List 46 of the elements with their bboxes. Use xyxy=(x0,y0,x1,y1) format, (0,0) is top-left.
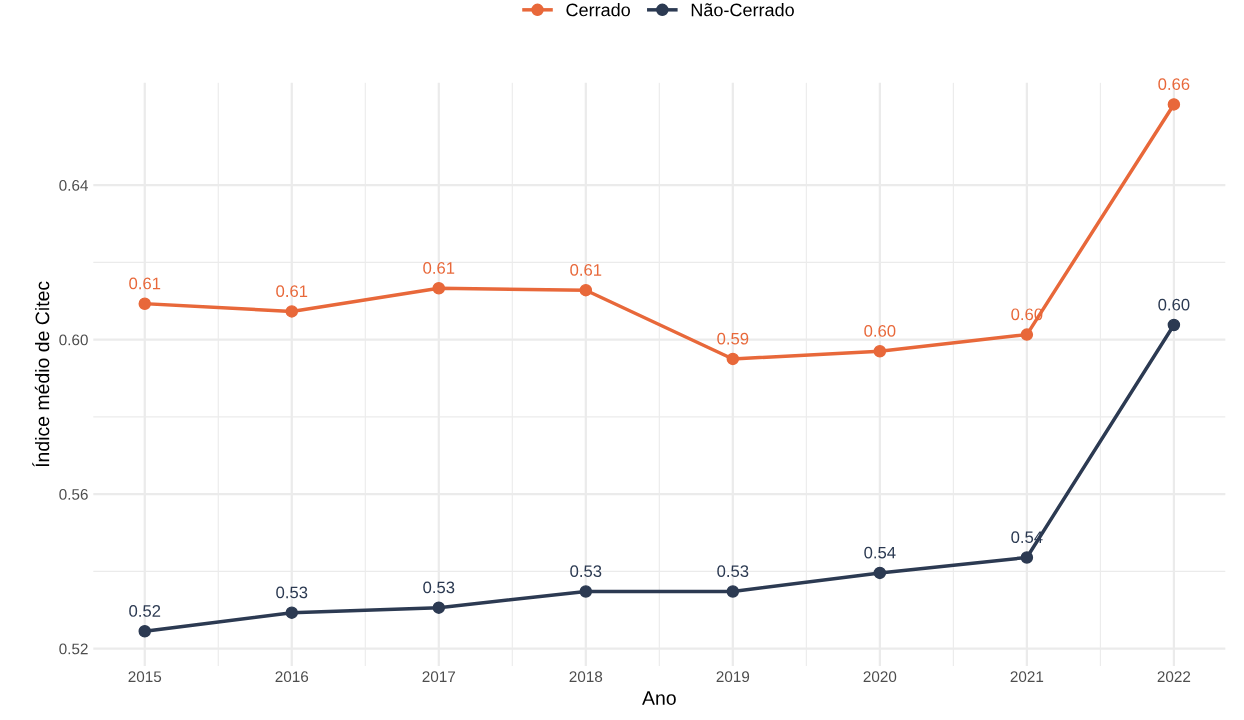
y-axis-title: Índice médio de Citec xyxy=(32,281,50,467)
point xyxy=(579,585,593,598)
point xyxy=(1167,318,1181,332)
data-label: 0.61 xyxy=(570,264,602,276)
point xyxy=(1020,328,1034,341)
x-tick-label: 2021 xyxy=(1010,671,1044,683)
data-label: 0.60 xyxy=(1158,298,1190,311)
point xyxy=(873,566,887,580)
x-tick-label: 2019 xyxy=(716,671,750,683)
x-tick-label: 2016 xyxy=(275,671,309,683)
x-axis-title: Ano xyxy=(642,691,676,705)
x-tick-label: 2020 xyxy=(863,671,897,683)
point xyxy=(726,352,740,366)
data-label: 0.53 xyxy=(717,565,749,578)
x-tick-label: 2015 xyxy=(128,671,162,683)
y-tick-label: 0.60 xyxy=(59,334,88,346)
point xyxy=(726,585,740,598)
x-tick-label: 2017 xyxy=(422,671,456,683)
y-tick-label: 0.56 xyxy=(59,489,88,500)
y-tick-label: 0.64 xyxy=(59,180,88,191)
legend-label: Não-Cerrado xyxy=(691,3,794,17)
point xyxy=(138,624,152,638)
point xyxy=(138,297,152,310)
point xyxy=(432,601,446,614)
data-label: 0.52 xyxy=(129,605,161,617)
point xyxy=(285,606,299,619)
legend-label: Cerrado xyxy=(566,3,630,17)
point xyxy=(432,282,446,295)
data-label: 0.53 xyxy=(423,581,455,594)
data-label: 0.66 xyxy=(1158,78,1190,91)
x-tick-label: 2018 xyxy=(569,671,603,683)
data-label: 0.60 xyxy=(864,325,896,337)
data-label: 0.53 xyxy=(570,565,602,578)
point xyxy=(285,305,299,318)
data-label: 0.59 xyxy=(717,332,749,345)
point xyxy=(1167,98,1181,111)
data-label: 0.54 xyxy=(864,546,896,559)
data-label: 0.61 xyxy=(276,285,308,298)
data-label: 0.61 xyxy=(423,262,455,274)
point xyxy=(1020,551,1034,564)
point xyxy=(873,344,887,358)
x-tick-label: 2022 xyxy=(1157,671,1191,683)
y-tick-label: 0.52 xyxy=(59,643,88,655)
data-label: 0.61 xyxy=(129,277,161,290)
point xyxy=(579,283,593,297)
data-label: 0.53 xyxy=(276,586,308,599)
